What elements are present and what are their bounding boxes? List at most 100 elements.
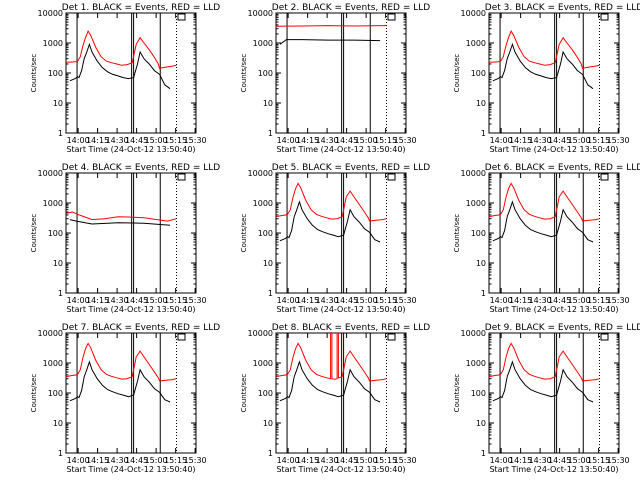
x-tick-label: 14:15 [296, 136, 319, 145]
x-tick-label: 14:30 [529, 136, 552, 145]
y-tick-label: 10000 [38, 9, 63, 18]
y-tick-label: 10000 [248, 329, 273, 338]
marker-box [177, 333, 186, 341]
x-tick-label: 15:30 [607, 296, 630, 305]
panel-title-detector: Det 9 [485, 323, 510, 333]
series-events-line [492, 360, 594, 403]
y-tick-label: 10000 [461, 329, 486, 338]
panel-title: Det 7. BLACK = Events, RED = LLD [62, 323, 221, 333]
x-tick-label: 14:30 [106, 296, 129, 305]
series-lld-line [489, 29, 600, 70]
y-tick-label: 10000 [248, 169, 273, 178]
x-tick-label: 15:15 [164, 456, 187, 465]
panel-title-suffix: . BLACK = Events, RED = LLD [296, 3, 430, 13]
plot-area [489, 13, 600, 133]
series-events-line [279, 39, 381, 45]
x-tick-label: 14:00 [490, 296, 513, 305]
x-tick-label: 14:00 [67, 136, 90, 145]
panel-det-9: Det 9. BLACK = Events, RED = LLD 1 10 100 10… [453, 323, 640, 474]
y-tick-label: 100 [48, 69, 63, 78]
x-tick-label: 14:30 [529, 296, 552, 305]
y-tick-label: 100 [471, 229, 486, 238]
x-tick-label: 15:00 [145, 456, 168, 465]
y-tick-label: 1 [268, 129, 273, 138]
panel-title-suffix: . BLACK = Events, RED = LLD [86, 163, 220, 173]
panel-title-detector: Det 2 [272, 3, 297, 13]
panel-det-5: Det 5. BLACK = Events, RED = LLD 1 10 100 10… [240, 163, 430, 314]
y-tick-label: 1 [481, 449, 486, 458]
series-lld-line [489, 182, 600, 222]
panel-title: Det 6. BLACK = Events, RED = LLD [485, 163, 640, 173]
y-tick-label: 1000 [43, 39, 63, 48]
y-tick-label: 10000 [461, 9, 486, 18]
marker-box [177, 173, 186, 181]
y-tick-label: 100 [258, 229, 273, 238]
y-tick-label: 1 [58, 449, 63, 458]
x-tick-label: 14:00 [490, 456, 513, 465]
series-events-line [279, 200, 381, 243]
y-tick-label: 100 [48, 389, 63, 398]
panel-title-detector: Det 8 [272, 323, 297, 333]
x-tick-label: 14:15 [86, 296, 109, 305]
y-tick-label: 1000 [43, 359, 63, 368]
x-tick-label: 15:15 [587, 136, 610, 145]
x-tick-label: 14:30 [316, 296, 339, 305]
series-lld-line [276, 333, 387, 382]
plot-area [489, 173, 600, 293]
x-tick-label: 15:30 [394, 296, 417, 305]
y-tick-label: 10 [53, 99, 63, 108]
panel-title: Det 4. BLACK = Events, RED = LLD [62, 163, 221, 173]
x-axis-label: Start Time (24-Oct-12 13:50:40) [66, 305, 195, 314]
y-axis-label: Counts/sec [30, 214, 38, 253]
marker-box [600, 333, 609, 341]
panel-title-suffix: . BLACK = Events, RED = LLD [509, 323, 640, 333]
x-tick-label: 14:00 [67, 296, 90, 305]
panel-det-2: Det 2. BLACK = Events, RED = LLD 1 10 100 10… [240, 3, 430, 154]
plot-area [489, 333, 600, 453]
panel-title-suffix: . BLACK = Events, RED = LLD [296, 163, 430, 173]
x-tick-label: 14:30 [106, 136, 129, 145]
panel-title: Det 2. BLACK = Events, RED = LLD [272, 3, 431, 13]
y-axis-label: Counts/sec [30, 374, 38, 413]
x-tick-label: 15:15 [164, 136, 187, 145]
marker-box [600, 173, 609, 181]
x-tick-label: 14:45 [548, 136, 571, 145]
x-axis-label: Start Time (24-Oct-12 13:50:40) [489, 305, 618, 314]
panel-title-detector: Det 5 [272, 163, 297, 173]
panel-det-3: Det 3. BLACK = Events, RED = LLD 1 10 100 10… [453, 3, 640, 154]
y-axis-label: Counts/sec [240, 54, 248, 93]
y-tick-label: 1 [481, 289, 486, 298]
y-tick-label: 10000 [38, 329, 63, 338]
x-tick-label: 14:45 [335, 136, 358, 145]
x-tick-label: 14:15 [86, 136, 109, 145]
plot-area [276, 333, 387, 453]
x-tick-label: 15:00 [568, 456, 591, 465]
x-tick-label: 14:45 [548, 456, 571, 465]
panel-title-suffix: . BLACK = Events, RED = LLD [86, 323, 220, 333]
y-tick-label: 10 [476, 259, 486, 268]
x-tick-label: 15:00 [145, 136, 168, 145]
y-tick-label: 1000 [43, 199, 63, 208]
y-tick-label: 100 [471, 389, 486, 398]
y-tick-label: 1000 [253, 359, 273, 368]
x-tick-label: 15:00 [355, 296, 378, 305]
x-tick-label: 15:00 [145, 296, 168, 305]
y-tick-label: 1 [481, 129, 486, 138]
y-axis-label: Counts/sec [30, 54, 38, 93]
y-tick-label: 10000 [461, 169, 486, 178]
series-lld-line [66, 342, 177, 382]
x-tick-label: 14:15 [509, 136, 532, 145]
panel-det-4: Det 4. BLACK = Events, RED = LLD 1 10 100 10… [30, 163, 220, 314]
x-axis-label: Start Time (24-Oct-12 13:50:40) [276, 305, 405, 314]
series-events-line [279, 360, 381, 403]
x-tick-label: 15:15 [587, 296, 610, 305]
x-tick-label: 14:30 [106, 456, 129, 465]
panel-title-suffix: . BLACK = Events, RED = LLD [509, 3, 640, 13]
x-tick-label: 14:45 [335, 296, 358, 305]
x-axis-label: Start Time (24-Oct-12 13:50:40) [276, 145, 405, 154]
y-axis-label: Counts/sec [453, 54, 461, 93]
x-axis-label: Start Time (24-Oct-12 13:50:40) [66, 465, 195, 474]
series-lld-line [276, 182, 387, 222]
plot-area [276, 13, 387, 133]
y-tick-label: 1000 [253, 39, 273, 48]
